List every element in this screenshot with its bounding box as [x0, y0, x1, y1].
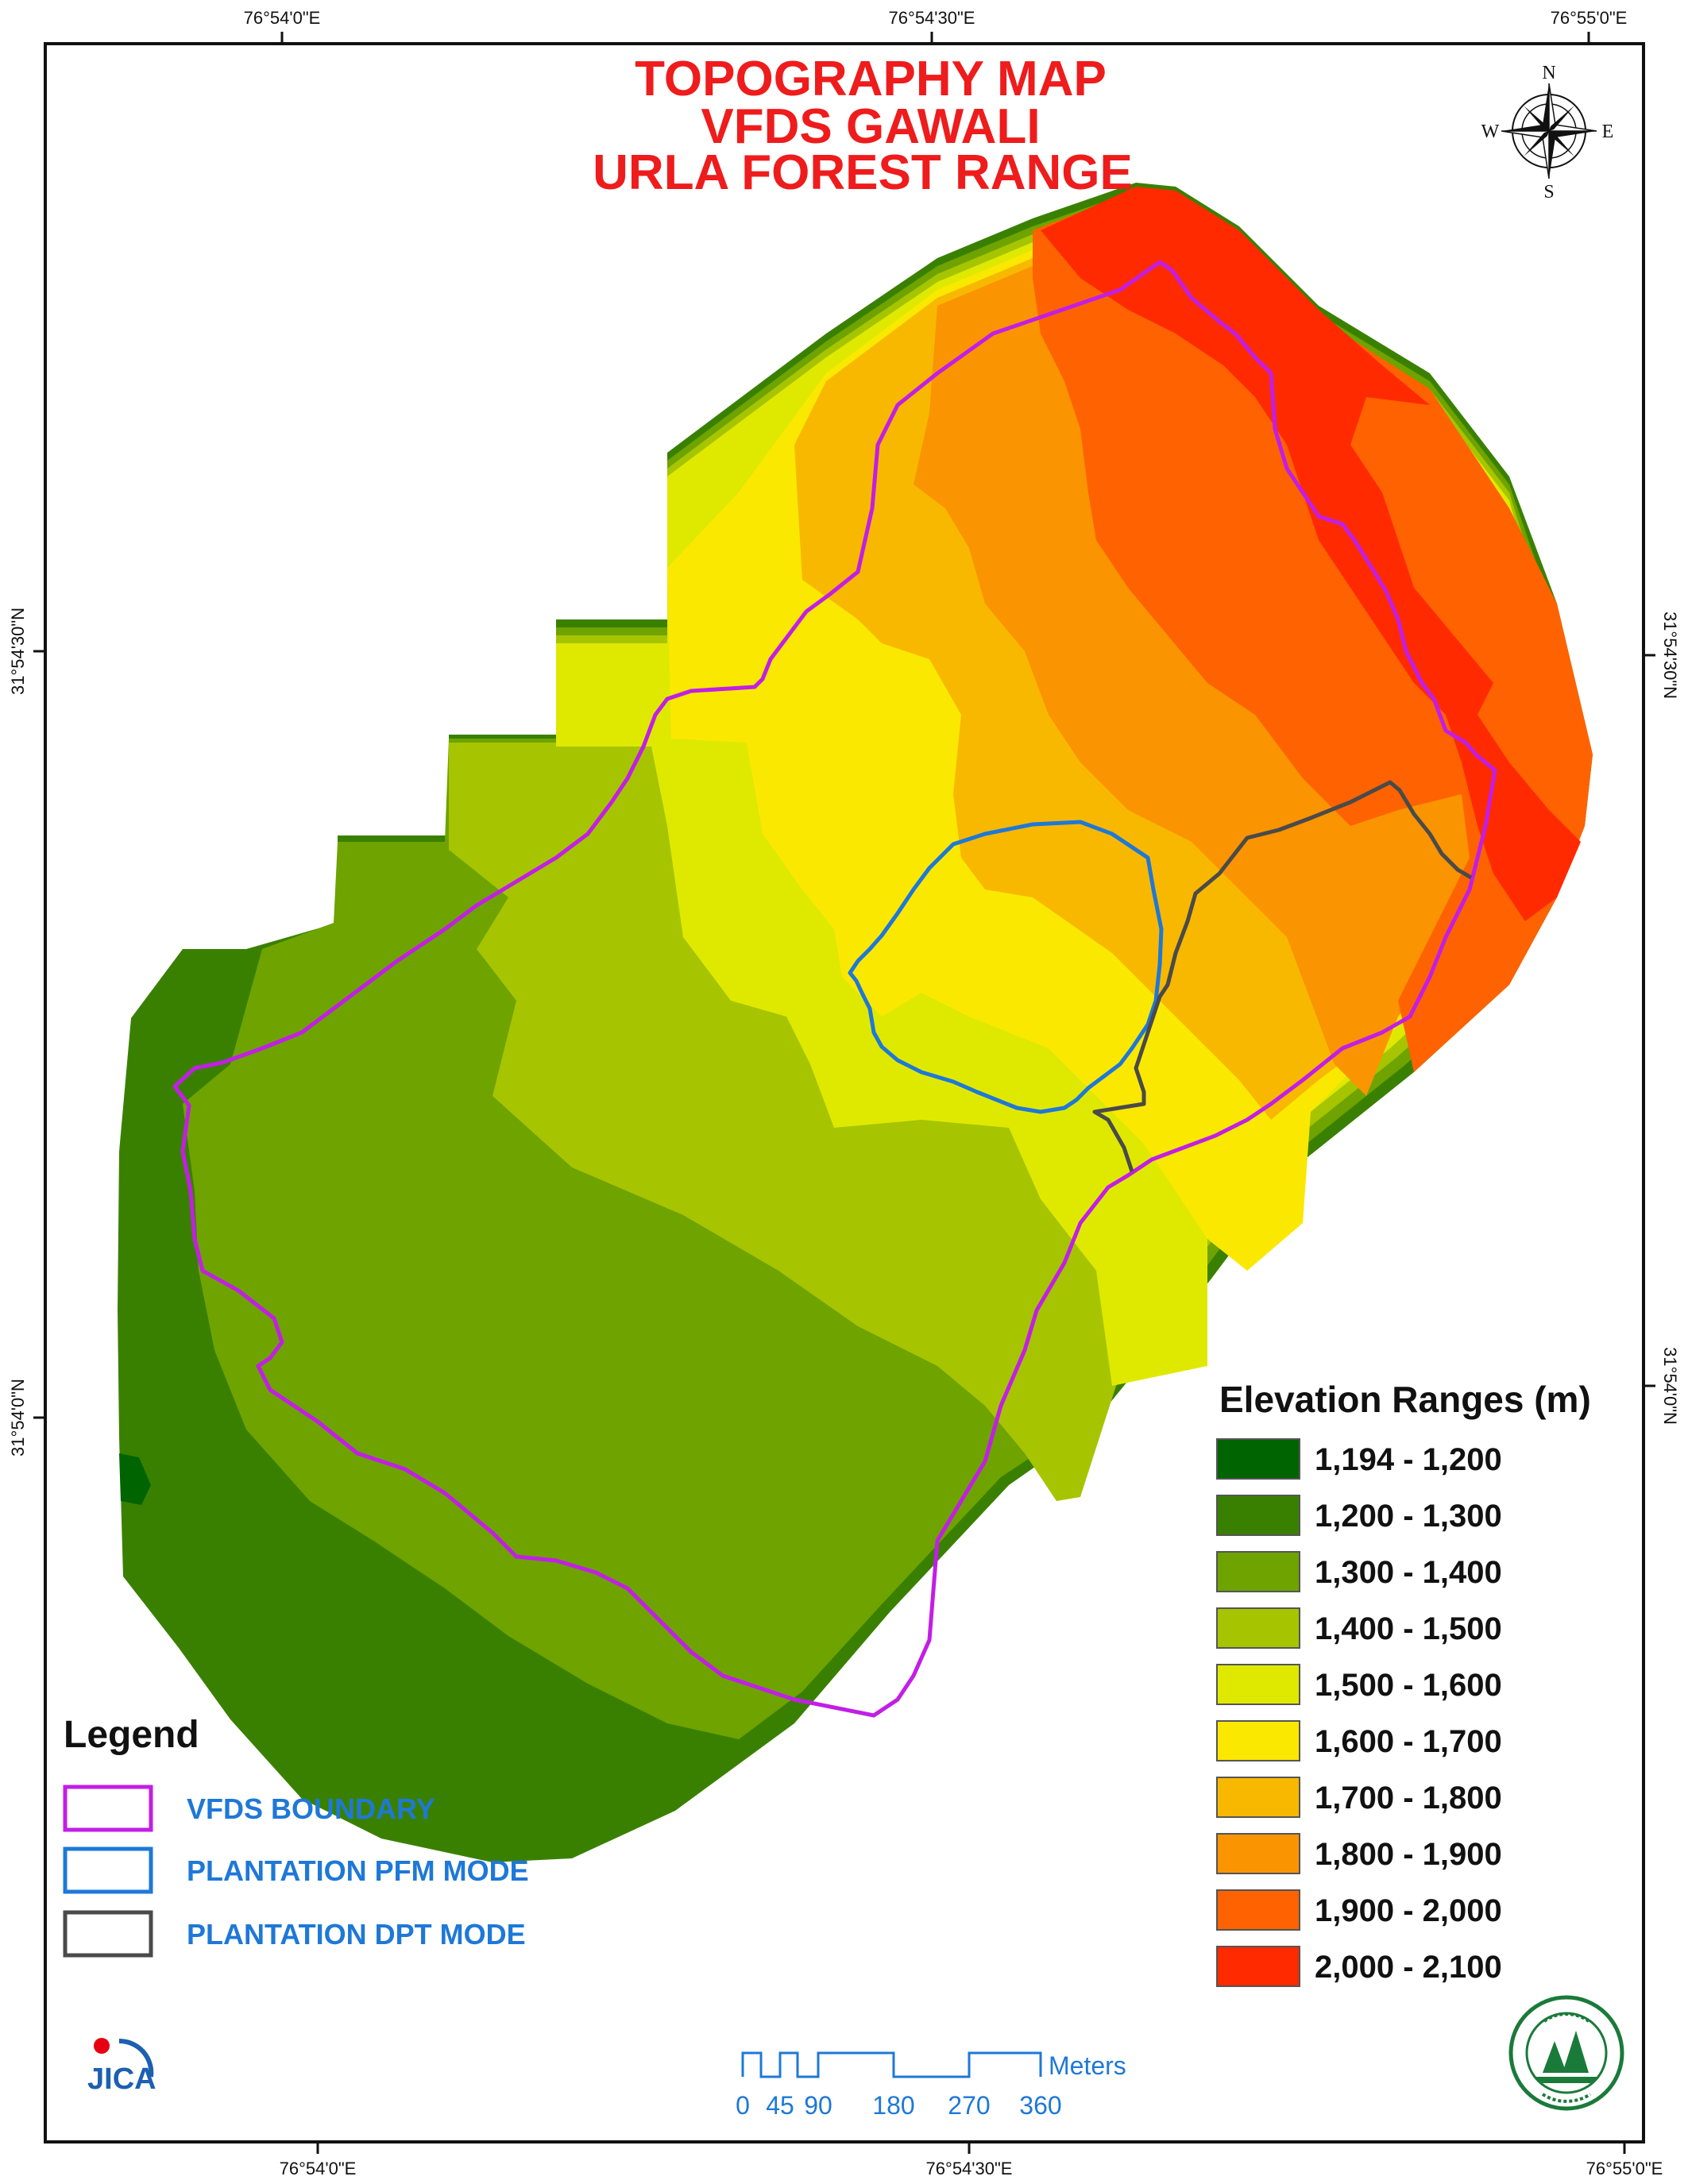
coord-bottom-2: 76°54'30"E — [926, 2159, 1013, 2178]
elevation-swatch — [1216, 1720, 1300, 1761]
coord-top-2: 76°54'30"E — [889, 8, 975, 28]
scale-tick-360: 360 — [1019, 2091, 1061, 2120]
elevation-label: 1,300 - 1,400 — [1315, 1555, 1502, 1590]
legend-title: Legend — [64, 1714, 199, 1756]
elevation-swatch — [1216, 1664, 1300, 1705]
scale-bar: Meters 0 45 90 180 270 360 — [736, 2051, 1126, 2120]
coord-top-1: 76°54'0"E — [244, 8, 321, 28]
elevation-label: 1,600 - 1,700 — [1315, 1724, 1502, 1759]
elevation-zones — [118, 183, 1593, 1862]
elevation-legend-title: Elevation Ranges (m) — [1219, 1379, 1591, 1420]
elevation-swatch — [1216, 1946, 1300, 1987]
plantation-pfm-line — [848, 820, 1164, 1114]
graticule-ticks — [33, 32, 1655, 2154]
scale-unit: Meters — [1049, 2051, 1126, 2080]
plantation-dpt-line — [1092, 780, 1473, 1172]
elevation-swatch — [1216, 1551, 1300, 1592]
scale-tick-0: 0 — [736, 2091, 750, 2120]
elevation-swatch — [1216, 1777, 1300, 1818]
compass-s: S — [1543, 182, 1554, 203]
coord-bottom-3: 76°55'0"E — [1586, 2159, 1663, 2178]
legend-label: VFDS BOUNDARY — [187, 1792, 435, 1825]
coord-top-3: 76°55'0"E — [1551, 8, 1628, 28]
elevation-label: 1,800 - 1,900 — [1315, 1837, 1502, 1872]
compass-w: W — [1481, 122, 1500, 142]
scale-tick-180: 180 — [872, 2091, 914, 2120]
scale-tick-90: 90 — [804, 2091, 832, 2120]
compass-n: N — [1542, 63, 1555, 83]
zone-2000-2100 — [1041, 187, 1581, 921]
coord-right-2: 31°54'0"N — [1660, 1347, 1680, 1425]
elevation-label: 1,500 - 1,600 — [1315, 1668, 1502, 1703]
jica-logo-text: JICA — [87, 2062, 156, 2096]
elevation-label: 1,700 - 1,800 — [1315, 1781, 1502, 1815]
zone-1900-2000 — [1033, 191, 1593, 1072]
legend-swatch — [63, 1910, 153, 1958]
map-title-line2: VFDS GAWALI — [701, 99, 1040, 154]
legend-swatch — [63, 1785, 153, 1832]
elevation-swatch — [1216, 1495, 1300, 1536]
elevation-legend: 1,194 - 1,200 1,200 - 1,300 1,300 - 1,400 1… — [1216, 1438, 1502, 1987]
map-title-line3: URLA FOREST RANGE — [593, 145, 1133, 200]
coord-left-2: 31°54'0"N — [8, 1379, 28, 1457]
elevation-label: 1,194 - 1,200 — [1315, 1442, 1502, 1477]
north-arrow-icon: N S E W — [1481, 63, 1614, 203]
coord-right-1: 31°54'30"N — [1660, 612, 1680, 699]
elevation-label: 2,000 - 2,100 — [1315, 1950, 1502, 1985]
compass-e: E — [1602, 122, 1614, 142]
map-title-line1: TOPOGRAPHY MAP — [635, 52, 1107, 106]
elevation-swatch — [1216, 1833, 1300, 1874]
legend-label: PLANTATION PFM MODE — [187, 1854, 529, 1887]
elevation-swatch — [1216, 1889, 1300, 1931]
coord-bottom-1: 76°54'0"E — [280, 2159, 357, 2178]
feature-legend: VFDS BOUNDARY PLANTATION PFM MODE PLANTATI… — [63, 1785, 529, 1958]
elevation-label: 1,400 - 1,500 — [1315, 1611, 1502, 1646]
jica-logo-icon: JICA — [87, 2038, 156, 2096]
zone-1194-1200 — [119, 1453, 151, 1505]
legend-swatch — [63, 1846, 153, 1894]
elevation-swatch — [1216, 1438, 1300, 1480]
vfds-boundary-line — [172, 260, 1497, 1718]
legend-label: PLANTATION DPT MODE — [187, 1918, 526, 1951]
scale-tick-45: 45 — [766, 2091, 794, 2120]
elevation-label: 1,200 - 1,300 — [1315, 1499, 1502, 1534]
forest-department-seal-icon — [1508, 1995, 1624, 2111]
coord-left-1: 31°54'30"N — [8, 608, 28, 695]
elevation-swatch — [1216, 1607, 1300, 1649]
elevation-label: 1,900 - 2,000 — [1315, 1893, 1502, 1928]
scale-tick-270: 270 — [948, 2091, 990, 2120]
